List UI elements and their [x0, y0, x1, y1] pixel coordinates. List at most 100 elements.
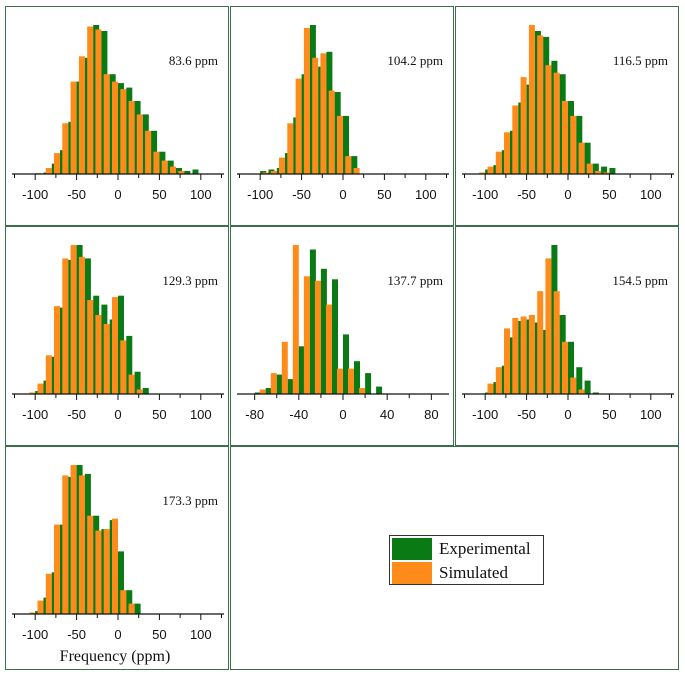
tick-label: 0: [114, 627, 121, 642]
bar-simulated: [128, 603, 135, 614]
tick-label: 50: [152, 627, 166, 642]
chart-svg: -100 -50 0 50 100: [12, 465, 224, 642]
bar-simulated: [320, 53, 327, 174]
tick-label: 0: [339, 187, 346, 202]
bar-experimental: [126, 590, 133, 614]
bar-simulated: [303, 276, 310, 394]
bar-simulated: [537, 35, 544, 175]
tick-label: 40: [380, 407, 394, 422]
panel-title: 137.7 ppm: [387, 273, 443, 288]
legend-label-simulated: Simulated: [439, 563, 508, 582]
bar-simulated: [87, 300, 94, 394]
bar-simulated: [45, 355, 52, 394]
bar-simulated: [103, 74, 110, 174]
bar-simulated: [279, 157, 285, 174]
bar-experimental: [184, 171, 191, 174]
bar-simulated: [495, 367, 502, 394]
bar-simulated: [287, 123, 294, 174]
bar-experimental: [354, 361, 360, 394]
bar-simulated: [270, 171, 277, 174]
bar-simulated: [120, 590, 127, 614]
bar-simulated: [103, 324, 110, 394]
bar-simulated: [337, 115, 343, 174]
bar-simulated: [128, 101, 135, 174]
chart-svg: -100 -50 0 50 100: [462, 245, 674, 422]
chart-panel: -100 -50 0 50 100 116.5 ppm: [455, 6, 679, 226]
bar-simulated: [136, 114, 143, 174]
chart-panel: -80 -40 0 40 80 137.7 ppm: [230, 226, 454, 446]
bar-simulated: [103, 529, 110, 614]
bar-simulated: [70, 81, 77, 174]
bar-experimental: [365, 373, 372, 394]
chart-panel: -100 -50 0 50 100 104.2 ppm: [230, 6, 454, 226]
bar-experimental: [592, 392, 599, 394]
bar-simulated: [504, 132, 510, 174]
tick-label: -50: [292, 187, 311, 202]
bar-simulated: [259, 389, 266, 394]
bar-simulated: [112, 518, 118, 614]
tick-label: 100: [640, 407, 662, 422]
bar-simulated: [87, 515, 94, 614]
bar-simulated: [78, 475, 85, 614]
bar-experimental: [584, 380, 591, 394]
tick-label: 50: [377, 187, 391, 202]
bar-simulated: [348, 368, 354, 394]
bar-simulated: [353, 168, 360, 174]
panel-title: 173.3 ppm: [162, 493, 218, 508]
chart-svg: -100 -50 0 50 100: [12, 245, 224, 422]
bar-simulated: [128, 374, 135, 394]
bar-experimental: [332, 279, 338, 394]
bar-simulated: [270, 373, 277, 394]
bar-simulated: [545, 258, 552, 394]
bar-experimental: [118, 551, 124, 614]
bar-simulated: [145, 130, 152, 174]
bar-simulated: [562, 341, 568, 394]
bar-simulated: [359, 388, 366, 394]
bar-simulated: [95, 29, 102, 174]
tick-label: -50: [517, 187, 536, 202]
chart-panel: -100 -50 0 50 100 173.3 ppm: [5, 446, 229, 670]
bar-simulated: [487, 383, 494, 394]
bar-simulated: [345, 156, 352, 174]
bar-simulated: [281, 341, 288, 394]
bar-simulated: [170, 166, 176, 175]
bar-experimental: [568, 341, 574, 394]
bar-simulated: [120, 89, 127, 174]
bar-simulated: [37, 600, 44, 614]
panel-title: 104.2 ppm: [387, 53, 443, 68]
bar-simulated: [262, 172, 269, 174]
bar-simulated: [553, 291, 560, 394]
bar-experimental: [134, 603, 141, 614]
panel-title: 129.3 ppm: [162, 273, 218, 288]
bar-experimental: [254, 392, 261, 394]
bar-experimental: [343, 334, 349, 394]
bar-experimental: [576, 367, 583, 394]
bar-simulated: [54, 524, 60, 614]
tick-label: 0: [339, 407, 346, 422]
tick-label: -50: [67, 187, 86, 202]
tick-label: -80: [245, 407, 264, 422]
tick-label: -100: [22, 187, 48, 202]
bar-simulated: [512, 318, 519, 394]
bar-simulated: [570, 115, 577, 174]
bar-simulated: [545, 65, 552, 174]
bar-simulated: [295, 78, 302, 174]
bar-simulated: [161, 160, 168, 174]
bar-experimental: [134, 371, 141, 394]
bar-simulated: [312, 57, 319, 174]
bar-simulated: [495, 151, 502, 174]
bar-experimental: [309, 249, 316, 394]
bar-simulated: [29, 392, 36, 394]
bar-simulated: [586, 163, 593, 174]
legend: Experimental Simulated: [389, 535, 544, 585]
tick-label: -100: [22, 627, 48, 642]
bar-experimental: [298, 346, 305, 394]
tick-label: -100: [472, 407, 498, 422]
chart-svg: -100 -50 0 50 100: [12, 25, 224, 202]
chart-svg: -80 -40 0 40 80: [237, 245, 449, 422]
x-axis-label: Frequency (ppm): [59, 648, 171, 665]
tick-label: 0: [114, 407, 121, 422]
tick-label: 100: [190, 407, 212, 422]
bar-simulated: [578, 389, 585, 394]
legend-item-experimental: Experimental: [390, 537, 543, 561]
